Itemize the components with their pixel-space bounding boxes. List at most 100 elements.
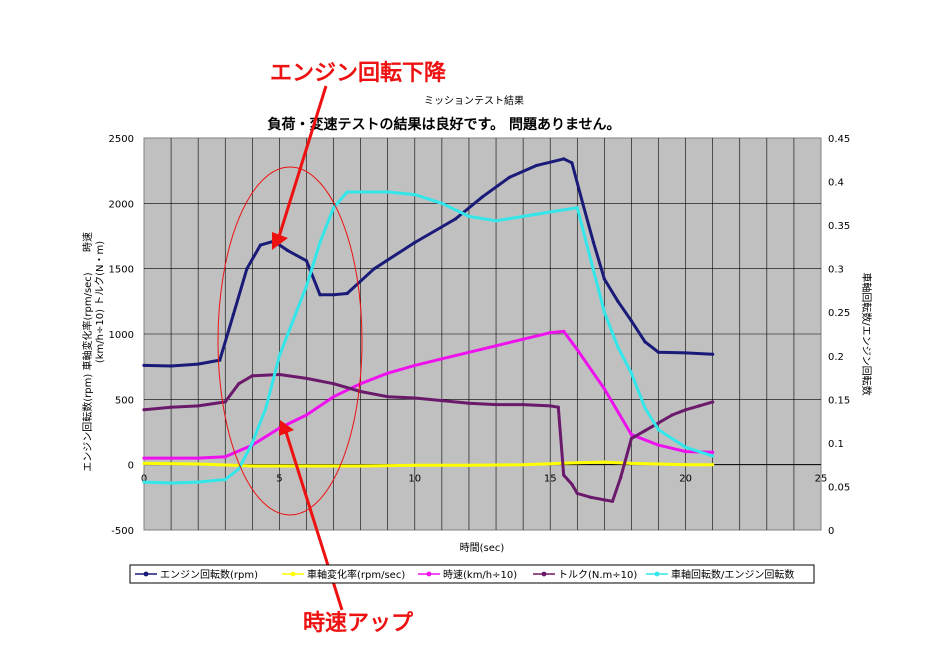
series-3-point <box>684 408 688 412</box>
y-right-tick-label: 0.1 <box>828 439 844 450</box>
series-0-point <box>142 363 146 367</box>
legend-marker-3 <box>541 571 547 577</box>
series-3-point <box>440 399 444 403</box>
series-4-point <box>142 480 146 484</box>
y-axis-label-left-line-2: (km/h÷10) トルク(N・m) <box>94 241 106 363</box>
y-left-tick-label: 500 <box>115 395 134 406</box>
series-4-point <box>629 371 634 375</box>
series-4-point <box>643 406 647 410</box>
series-3-point <box>670 413 674 417</box>
series-0-point <box>629 319 634 323</box>
series-0-point <box>258 243 263 247</box>
series-2-point <box>494 344 498 348</box>
legend-entry-4: 車軸回転数/エンジン回転数 <box>671 568 794 581</box>
legend: エンジン回転数(rpm) 車軸変化率(rpm/sec) 時速(km/h÷10) トルク… <box>135 568 794 581</box>
series-3-point <box>643 429 647 433</box>
y-right-tick-label: 0.45 <box>828 134 850 145</box>
series-0-point <box>218 358 222 362</box>
series-0-point <box>196 362 200 366</box>
y-axis-label-right: 車軸回転数/エンジン回転数 <box>860 272 873 395</box>
x-tick-label: 0 <box>141 474 147 485</box>
series-3-point <box>277 372 281 377</box>
series-3-point <box>331 382 336 386</box>
series-4-point <box>318 240 322 245</box>
series-1-point <box>142 461 146 465</box>
chart-title: 負荷・変速テストの結果は良好です。 問題ありません。 <box>267 116 620 133</box>
series-0-point <box>684 351 688 355</box>
series-2-point <box>711 450 715 454</box>
series-3-point <box>250 374 254 378</box>
y-right-tick-label: 0.25 <box>828 308 850 319</box>
series-4-point <box>237 467 241 471</box>
series-2-point <box>169 456 173 460</box>
series-0-point <box>535 163 539 168</box>
x-tick-label: 10 <box>408 474 421 485</box>
y-right-tick-labels: 0 0.05 0.1 0.15 0.2 0.25 0.3 0.35 0.4 0.45 <box>828 134 850 537</box>
series-0-point <box>711 352 715 356</box>
legend-marker-2 <box>426 571 432 577</box>
series-0-point <box>656 350 661 354</box>
series-1-point <box>250 464 254 468</box>
series-0-point <box>413 240 417 245</box>
series-layer <box>142 157 715 503</box>
series-4-point <box>440 201 444 205</box>
series-3-point <box>656 421 661 425</box>
series-line-1 <box>143 460 713 468</box>
series-1-point <box>602 460 606 464</box>
legend-marker-4 <box>654 571 660 577</box>
series-3-point <box>697 404 701 408</box>
series-3-point <box>548 404 552 408</box>
legend-entry-0: エンジン回転数(rpm) <box>160 568 258 581</box>
series-4-point <box>264 406 268 410</box>
series-4-point <box>589 258 593 262</box>
annotation-top-arrowhead <box>272 232 288 250</box>
series-3-point <box>169 405 173 409</box>
series-0-point <box>453 217 458 221</box>
series-3-point <box>556 405 560 409</box>
series-3-point <box>494 402 498 407</box>
series-3-point <box>196 404 200 408</box>
annotation-top-text: エンジン回転下降 <box>270 60 447 86</box>
series-4-point <box>467 214 471 218</box>
series-4-point <box>602 310 606 314</box>
y-left-tick-label: 2000 <box>109 199 134 210</box>
annotation-bottom-arrowhead <box>279 420 294 436</box>
series-4-point <box>656 428 661 432</box>
y-right-tick-label: 0.35 <box>828 221 850 232</box>
series-2-point <box>142 456 146 460</box>
legend-marker-0 <box>143 571 149 577</box>
series-line-4 <box>143 190 714 485</box>
series-4-point <box>345 190 349 194</box>
series-2-point <box>413 363 417 367</box>
series-0-point <box>507 175 512 179</box>
series-3-point <box>142 408 146 412</box>
series-3-point <box>223 400 227 404</box>
series-4-point <box>277 354 281 358</box>
series-2-point <box>440 357 444 361</box>
y-left-tick-label: 2500 <box>109 134 134 145</box>
y-right-tick-label: 0 <box>828 526 834 537</box>
y-right-tick-label: 0.05 <box>828 482 850 493</box>
y-left-tick-labels: -500 0 500 1000 1500 2000 2500 <box>109 134 134 537</box>
x-tick-label: 20 <box>679 474 692 485</box>
series-3-point <box>237 382 241 386</box>
series-1-point <box>629 461 634 465</box>
series-1-point <box>413 463 417 467</box>
x-tick-labels: 0 5 10 15 20 25 <box>141 474 828 485</box>
y-left-tick-label: 0 <box>128 461 134 472</box>
y-axis-label-left-line-3: エンジン回転数(rpm) 車軸変化率(rpm/sec) <box>81 272 94 472</box>
series-0-point <box>643 340 647 344</box>
series-4-point <box>521 214 525 218</box>
series-3-point <box>575 491 579 496</box>
x-tick-label: 15 <box>544 474 557 485</box>
y-axis-label-left-line-1: 時速 <box>82 232 94 252</box>
series-0-point <box>562 157 566 161</box>
series-4-point <box>548 210 552 214</box>
series-line-0 <box>143 157 713 368</box>
series-2-point <box>386 371 390 375</box>
series-line-3 <box>143 373 714 503</box>
series-2-point <box>196 456 200 460</box>
series-3-point <box>386 395 390 399</box>
series-2-point <box>562 329 566 333</box>
series-3-point <box>413 396 417 400</box>
